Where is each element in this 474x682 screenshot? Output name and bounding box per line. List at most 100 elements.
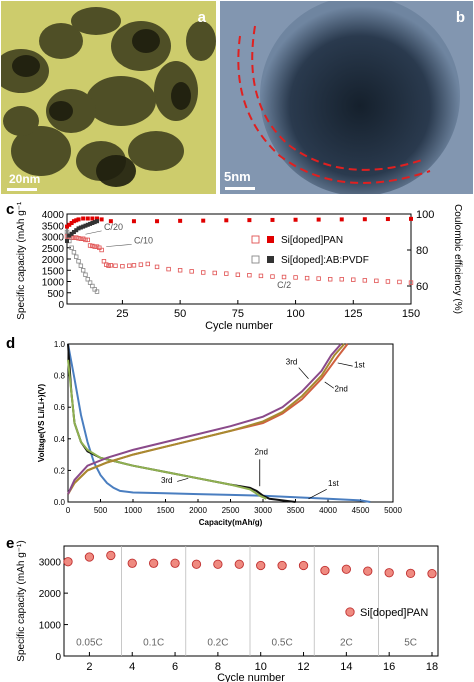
panel-label-c: c: [6, 201, 15, 218]
annotation-discharge-1st: 1st: [328, 479, 339, 488]
annotation-discharge-3rd-arrow: [177, 477, 189, 482]
capacity-point: [148, 558, 159, 568]
efficiency-point: [178, 218, 183, 223]
capacity-point: [304, 275, 310, 281]
legend-filled-marker: [267, 256, 274, 263]
efficiency-point: [385, 217, 390, 222]
annotation-c10-arrow: [106, 244, 132, 247]
efficiency-point: [81, 224, 86, 229]
efficiency-point: [71, 230, 76, 234]
y-tick-label: 500: [47, 289, 64, 300]
capacity-point: [85, 277, 90, 282]
capacity-point: [191, 559, 202, 569]
capacity-point: [80, 268, 86, 273]
y-tick-label: 2000: [39, 589, 62, 600]
tem-particle-closeup: [220, 1, 473, 194]
x-tick-label: 1500: [157, 506, 175, 515]
capacity-point: [166, 266, 171, 272]
efficiency-point: [270, 217, 275, 222]
efficiency-point: [316, 217, 321, 222]
x-tick-label: 25: [116, 308, 128, 320]
efficiency-point: [90, 221, 95, 225]
efficiency-point: [74, 228, 79, 233]
capacity-point: [120, 264, 125, 269]
y-tick-label: 1.0: [54, 340, 66, 349]
capacity-point: [87, 243, 93, 248]
capacity-point: [341, 564, 352, 574]
capacity-point: [374, 278, 379, 284]
capacity-point: [293, 275, 298, 280]
y-tick-label: 1000: [39, 621, 62, 632]
capacity-point: [64, 229, 70, 235]
curve-1st-charge: [67, 343, 349, 495]
annotation-charge-1st: 1st: [354, 361, 365, 370]
annotation-charge-1st-arrow: [337, 362, 353, 367]
capacity-point: [94, 244, 100, 249]
capacity-point: [212, 270, 217, 276]
capacity-point: [76, 236, 81, 241]
y-tick-label: 0.2: [54, 466, 66, 475]
panel-label-a: a: [197, 9, 206, 26]
legend-marker: [345, 607, 355, 617]
capacity-point: [104, 262, 109, 267]
annotation-charge-2nd-arrow: [324, 381, 335, 389]
capacity-point: [69, 245, 74, 250]
plot-frame: [63, 545, 439, 657]
x-tick-label: 2500: [222, 506, 240, 515]
y-tick-label: 0: [55, 652, 61, 663]
capacity-point: [94, 289, 100, 294]
legend-open-marker: [251, 255, 260, 264]
chart-c: 25 50 75 100 125 1500500100015002000250030003…: [16, 202, 463, 332]
efficiency-point: [201, 218, 206, 223]
efficiency-point: [95, 216, 100, 221]
x-tick-label: 12: [297, 661, 309, 673]
x-tick-label: 4000: [319, 506, 337, 515]
x-tick-label: 2: [86, 661, 92, 673]
capacity-point: [298, 560, 309, 571]
capacity-point: [63, 557, 73, 567]
efficiency-point: [71, 219, 76, 224]
x-axis-label: Cycle number: [205, 320, 273, 332]
capacity-point: [97, 245, 102, 250]
rate-label: 0.2C: [207, 638, 228, 649]
capacity-point: [397, 279, 402, 285]
y-tick-label: 3500: [42, 221, 65, 232]
efficiency-point: [131, 219, 136, 224]
x-tick-label: 3000: [254, 506, 272, 515]
x-tick-label: 6: [172, 661, 178, 673]
y2-tick-label: 100: [416, 209, 434, 221]
capacity-point: [80, 236, 86, 241]
capacity-point: [127, 263, 132, 268]
capacity-point: [189, 269, 194, 274]
capacity-point: [234, 559, 244, 569]
efficiency-point: [69, 231, 74, 236]
x-tick-label: 0: [66, 506, 71, 515]
curve-1st-discharge: [67, 343, 371, 503]
capacity-point: [106, 550, 116, 561]
capacity-point: [84, 552, 95, 562]
capacity-point: [170, 558, 180, 568]
tem-image-a: 20nm a: [1, 1, 216, 194]
capacity-point: [258, 273, 264, 279]
capacity-point: [177, 268, 183, 273]
efficiency-point: [362, 217, 367, 222]
efficiency-point: [155, 219, 160, 224]
efficiency-point: [90, 216, 95, 221]
x-tick-label: 500: [94, 506, 108, 515]
capacity-point: [76, 259, 81, 264]
efficiency-point: [76, 226, 81, 231]
capacity-point: [154, 264, 160, 270]
capacity-point: [113, 263, 118, 268]
capacity-point: [256, 560, 266, 571]
y-axis-label: Specific capacity (mAh g⁻¹): [16, 540, 27, 661]
x-tick-label: 4500: [352, 506, 370, 515]
efficiency-point: [95, 219, 100, 224]
efficiency-point: [67, 233, 72, 238]
y-tick-label: 0.0: [54, 498, 66, 507]
capacity-point: [385, 279, 391, 284]
capacity-point: [362, 278, 368, 283]
y-tick-label: 0.4: [54, 435, 66, 444]
annotation-discharge-2nd: 2nd: [255, 448, 268, 457]
legend-label: Si[doped]PAN: [281, 235, 343, 246]
y-tick-label: 1500: [42, 266, 65, 277]
